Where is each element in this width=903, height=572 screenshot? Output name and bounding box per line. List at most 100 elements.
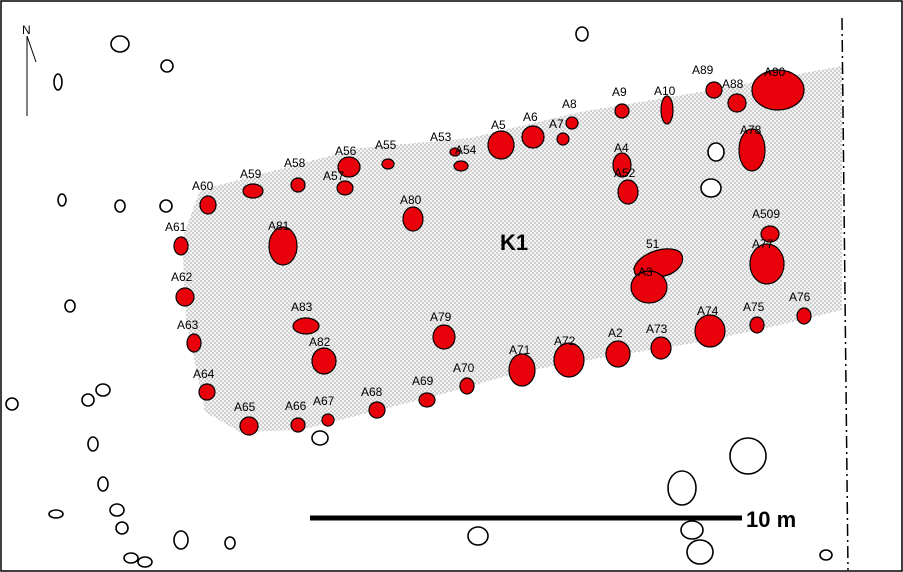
feature-a80[interactable]: [402, 206, 424, 232]
feature-label-a509: A509: [752, 207, 780, 221]
feature-label-a57: A57: [323, 169, 345, 183]
feature-a2[interactable]: [605, 340, 631, 368]
feature-a67[interactable]: [321, 413, 335, 427]
feature-a74[interactable]: [694, 314, 726, 348]
stone: [5, 397, 19, 411]
feature-a75[interactable]: [749, 316, 765, 334]
stone: [110, 35, 130, 53]
stone: [53, 73, 63, 91]
feature-label-a67: A67: [313, 394, 335, 408]
feature-a7[interactable]: [556, 132, 570, 146]
features: [173, 69, 812, 436]
feature-label-a5: A5: [491, 118, 506, 132]
feature-a4[interactable]: [612, 152, 632, 178]
feature-a90[interactable]: [751, 69, 805, 111]
stone: [159, 199, 173, 213]
feature-a64[interactable]: [198, 383, 216, 401]
feature-a88[interactable]: [727, 93, 747, 113]
scale-bar-label: 10 m: [746, 507, 796, 532]
feature-a8[interactable]: [565, 116, 579, 130]
feature-label-a7: A7: [549, 117, 564, 131]
feature-label-a72: A72: [554, 334, 576, 348]
feature-a52[interactable]: [617, 179, 639, 205]
feature-a78[interactable]: [738, 128, 766, 172]
feature-a58[interactable]: [290, 177, 306, 193]
feature-a3[interactable]: [630, 270, 668, 304]
stone: [224, 536, 236, 550]
feature-a9[interactable]: [614, 103, 630, 119]
stone: [819, 549, 833, 561]
feature-a70[interactable]: [459, 377, 475, 395]
feature-label-a53: A53: [430, 130, 452, 144]
stone: [48, 509, 64, 519]
feature-label-a52: A52: [614, 166, 636, 180]
feature-a5[interactable]: [487, 130, 515, 160]
feature-a82[interactable]: [311, 347, 337, 375]
stone: [95, 383, 111, 397]
feature-a89[interactable]: [705, 81, 723, 99]
feature-label-a58: A58: [284, 156, 306, 170]
feature-a6[interactable]: [521, 125, 545, 149]
stone: [57, 193, 67, 207]
feature-label-a64: A64: [193, 367, 215, 381]
feature-a53[interactable]: [449, 147, 461, 157]
stone: [137, 556, 153, 568]
feature-label-a68: A68: [361, 385, 383, 399]
feature-a81[interactable]: [268, 226, 298, 266]
feature-a509[interactable]: [760, 225, 780, 243]
stone: [160, 59, 174, 73]
stone: [81, 393, 95, 407]
feature-a10[interactable]: [660, 95, 674, 125]
scale-bar: 10 m: [310, 507, 796, 532]
stone: [667, 470, 697, 506]
feature-label-a8: A8: [562, 97, 577, 111]
feature-a60[interactable]: [199, 195, 217, 215]
feature-label-a89: A89: [692, 63, 714, 77]
feature-label-a90: A90: [764, 65, 786, 79]
stone: [114, 199, 126, 213]
feature-a62[interactable]: [175, 287, 195, 307]
feature-label-a75: A75: [743, 300, 765, 314]
feature-a54[interactable]: [453, 160, 469, 172]
feature-label-a66: A66: [285, 399, 307, 413]
stone: [467, 526, 489, 546]
feature-label-a73: A73: [646, 322, 668, 336]
stone: [311, 430, 329, 446]
stone: [707, 142, 725, 162]
feature-a61[interactable]: [173, 236, 189, 256]
feature-a83[interactable]: [292, 317, 320, 335]
feature-a55[interactable]: [381, 158, 395, 170]
feature-a72[interactable]: [553, 342, 585, 378]
feature-label-51: 51: [646, 237, 660, 251]
stone: [87, 436, 99, 452]
feature-a66[interactable]: [290, 417, 306, 433]
feature-a77[interactable]: [749, 243, 785, 285]
feature-a76[interactable]: [796, 307, 812, 325]
feature-a57[interactable]: [336, 180, 354, 196]
feature-a79[interactable]: [432, 324, 456, 350]
stone: [64, 299, 76, 313]
feature-label-a10: A10: [654, 84, 676, 98]
feature-a73[interactable]: [650, 336, 672, 360]
feature-a68[interactable]: [368, 401, 386, 419]
feature-label-a4: A4: [614, 141, 629, 155]
feature-label-a9: A9: [612, 85, 627, 99]
feature-a69[interactable]: [418, 392, 436, 408]
stone: [575, 26, 589, 42]
feature-label-a74: A74: [697, 304, 719, 318]
stone: [97, 476, 109, 492]
feature-label-a70: A70: [453, 361, 475, 375]
stone: [109, 503, 125, 517]
feature-label-a82: A82: [309, 335, 331, 349]
area-label-k1: K1: [500, 230, 528, 255]
feature-a71[interactable]: [508, 353, 536, 387]
feature-label-a65: A65: [234, 400, 256, 414]
feature-label-a77: A77: [752, 237, 774, 251]
feature-a65[interactable]: [239, 416, 259, 436]
feature-a56[interactable]: [337, 156, 361, 178]
feature-label-a83: A83: [291, 300, 313, 314]
feature-label-a81: A81: [268, 219, 290, 233]
feature-a63[interactable]: [186, 333, 202, 353]
feature-a59[interactable]: [242, 183, 264, 199]
north-label: N: [22, 23, 31, 37]
